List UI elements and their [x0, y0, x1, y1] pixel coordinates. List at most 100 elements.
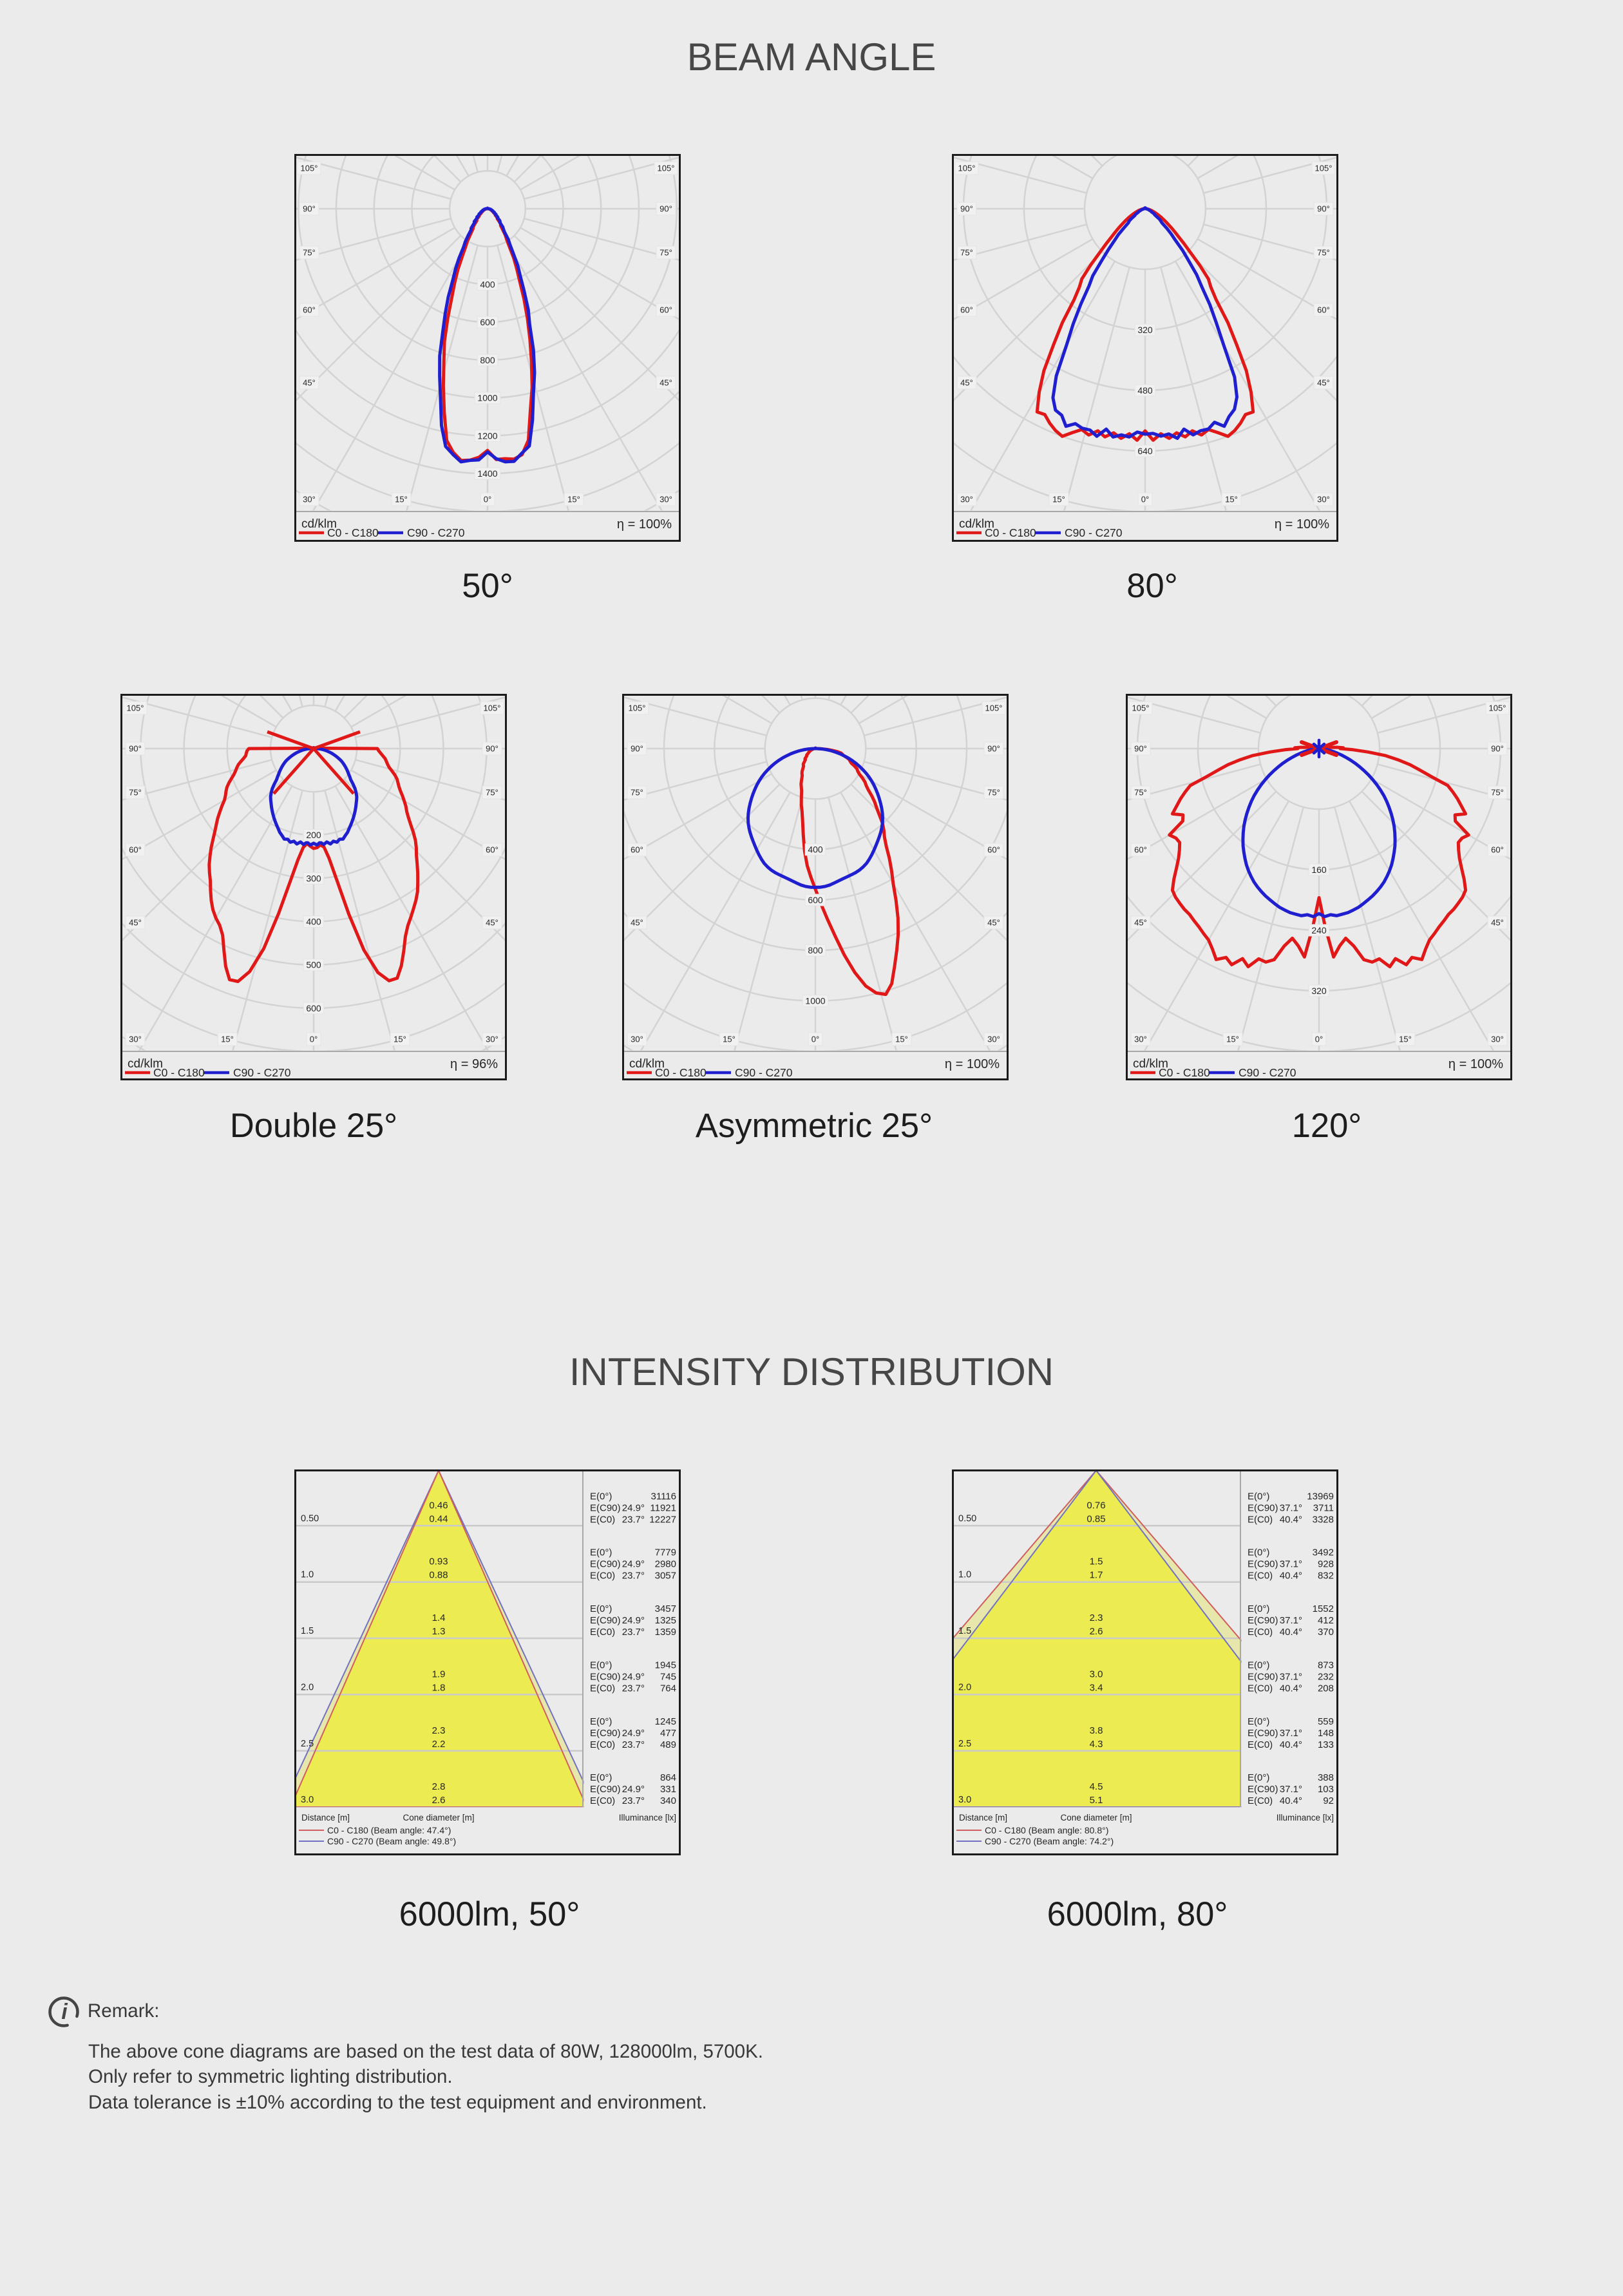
svg-text:C0 - C180: C0 - C180 [655, 1066, 707, 1079]
svg-text:C90 - C270: C90 - C270 [1065, 526, 1123, 539]
svg-text:1325: 1325 [655, 1615, 676, 1626]
svg-text:0°: 0° [812, 1035, 819, 1044]
svg-text:3711: 3711 [1313, 1502, 1334, 1513]
svg-text:60°: 60° [1491, 845, 1504, 855]
svg-text:E(C90): E(C90) [590, 1784, 621, 1795]
svg-text:75°: 75° [486, 788, 498, 798]
svg-text:C0 - C180 (Beam angle: 80.8°): C0 - C180 (Beam angle: 80.8°) [985, 1825, 1108, 1835]
svg-text:cd/klm: cd/klm [1133, 1057, 1168, 1071]
svg-text:1.5: 1.5 [958, 1626, 971, 1636]
svg-text:90°: 90° [303, 204, 316, 214]
svg-text:37.1°: 37.1° [1280, 1728, 1302, 1739]
svg-text:E(0°): E(0°) [590, 1660, 612, 1670]
svg-text:60°: 60° [660, 305, 672, 315]
svg-text:E(C90): E(C90) [1248, 1671, 1278, 1682]
svg-text:40.4°: 40.4° [1280, 1739, 1302, 1750]
svg-text:0°: 0° [1315, 1035, 1323, 1044]
svg-text:412: 412 [1318, 1615, 1334, 1626]
svg-text:832: 832 [1318, 1571, 1334, 1582]
svg-text:2.6: 2.6 [1090, 1626, 1103, 1637]
svg-text:1.5: 1.5 [1090, 1556, 1103, 1567]
svg-text:3.0: 3.0 [958, 1795, 971, 1805]
svg-text:E(C0): E(C0) [590, 1795, 615, 1806]
svg-text:2.3: 2.3 [432, 1725, 446, 1736]
svg-text:E(0°): E(0°) [590, 1547, 612, 1558]
svg-text:2.3: 2.3 [1090, 1612, 1103, 1623]
svg-text:23.7°: 23.7° [622, 1795, 645, 1806]
svg-text:1.8: 1.8 [432, 1682, 446, 1693]
svg-text:45°: 45° [960, 378, 973, 388]
svg-text:15°: 15° [395, 495, 408, 504]
svg-text:E(C0): E(C0) [1248, 1683, 1273, 1694]
svg-text:E(C90): E(C90) [590, 1728, 621, 1739]
svg-text:0.88: 0.88 [429, 1570, 448, 1581]
svg-text:E(C90): E(C90) [1248, 1615, 1278, 1626]
svg-text:90°: 90° [486, 744, 498, 754]
svg-text:500: 500 [306, 960, 321, 970]
svg-text:C90 - C270 (Beam angle: 49.8°): C90 - C270 (Beam angle: 49.8°) [327, 1836, 456, 1846]
svg-text:600: 600 [480, 317, 495, 327]
svg-text:Distance [m]: Distance [m] [301, 1813, 350, 1822]
svg-text:75°: 75° [987, 788, 1000, 798]
svg-text:370: 370 [1318, 1627, 1334, 1638]
svg-text:90°: 90° [1317, 204, 1330, 214]
svg-text:90°: 90° [960, 204, 973, 214]
svg-text:232: 232 [1318, 1671, 1334, 1682]
svg-text:208: 208 [1318, 1683, 1334, 1694]
svg-text:45°: 45° [129, 918, 142, 928]
svg-text:30°: 30° [303, 495, 316, 504]
svg-text:45°: 45° [660, 378, 672, 388]
svg-text:cd/klm: cd/klm [301, 517, 337, 531]
svg-text:E(0°): E(0°) [1248, 1603, 1269, 1614]
svg-text:η = 100%: η = 100% [617, 517, 672, 531]
svg-text:133: 133 [1318, 1739, 1334, 1750]
svg-text:15°: 15° [723, 1035, 736, 1044]
svg-text:331: 331 [660, 1784, 676, 1795]
svg-text:E(C90): E(C90) [590, 1671, 621, 1682]
svg-text:C90 - C270: C90 - C270 [233, 1066, 291, 1079]
svg-text:5.1: 5.1 [1090, 1795, 1103, 1806]
svg-text:Illuminance [lx]: Illuminance [lx] [619, 1813, 676, 1822]
svg-text:60°: 60° [631, 845, 643, 855]
svg-text:11921: 11921 [650, 1502, 676, 1513]
svg-text:E(0°): E(0°) [1248, 1716, 1269, 1727]
svg-text:24.9°: 24.9° [622, 1671, 645, 1682]
svg-text:1000: 1000 [805, 996, 825, 1006]
svg-text:60°: 60° [1134, 845, 1147, 855]
svg-text:103: 103 [1318, 1784, 1334, 1795]
svg-text:489: 489 [660, 1739, 676, 1750]
svg-text:23.7°: 23.7° [622, 1683, 645, 1694]
svg-text:0.93: 0.93 [429, 1556, 448, 1567]
svg-text:30°: 30° [486, 1035, 498, 1044]
svg-text:75°: 75° [631, 788, 643, 798]
svg-text:45°: 45° [1491, 918, 1504, 928]
svg-text:E(C0): E(C0) [590, 1571, 615, 1582]
svg-text:η = 100%: η = 100% [1448, 1057, 1503, 1071]
svg-text:E(0°): E(0°) [590, 1491, 612, 1502]
svg-text:3328: 3328 [1313, 1514, 1334, 1525]
svg-text:2.2: 2.2 [432, 1739, 446, 1750]
svg-text:C90 - C270: C90 - C270 [735, 1066, 793, 1079]
svg-text:0.44: 0.44 [429, 1513, 448, 1524]
svg-text:cd/klm: cd/klm [629, 1057, 665, 1071]
svg-text:Cone diameter [m]: Cone diameter [m] [403, 1813, 474, 1822]
svg-text:31116: 31116 [651, 1491, 677, 1502]
svg-text:15°: 15° [1399, 1035, 1412, 1044]
svg-text:15°: 15° [1052, 495, 1065, 504]
svg-text:η = 96%: η = 96% [450, 1057, 498, 1071]
svg-text:3057: 3057 [655, 1571, 676, 1582]
svg-text:45°: 45° [1317, 378, 1330, 388]
svg-text:1000: 1000 [477, 393, 497, 403]
svg-text:40.4°: 40.4° [1280, 1514, 1302, 1525]
svg-text:E(0°): E(0°) [590, 1716, 612, 1727]
svg-text:600: 600 [306, 1003, 321, 1013]
svg-text:C90 - C270 (Beam angle: 74.2°): C90 - C270 (Beam angle: 74.2°) [985, 1836, 1114, 1846]
svg-text:640: 640 [1137, 446, 1153, 456]
svg-text:75°: 75° [1491, 788, 1504, 798]
svg-text:C0 - C180: C0 - C180 [1159, 1066, 1210, 1079]
svg-text:E(C0): E(C0) [1248, 1514, 1273, 1525]
svg-text:90°: 90° [1134, 744, 1147, 754]
svg-text:C0 - C180: C0 - C180 [327, 526, 379, 539]
svg-text:3.8: 3.8 [1090, 1725, 1103, 1736]
svg-text:75°: 75° [1134, 788, 1147, 798]
